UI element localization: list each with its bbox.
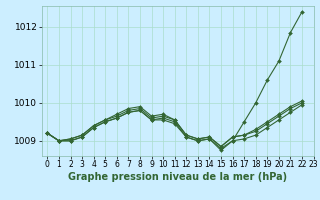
X-axis label: Graphe pression niveau de la mer (hPa): Graphe pression niveau de la mer (hPa) [68, 172, 287, 182]
